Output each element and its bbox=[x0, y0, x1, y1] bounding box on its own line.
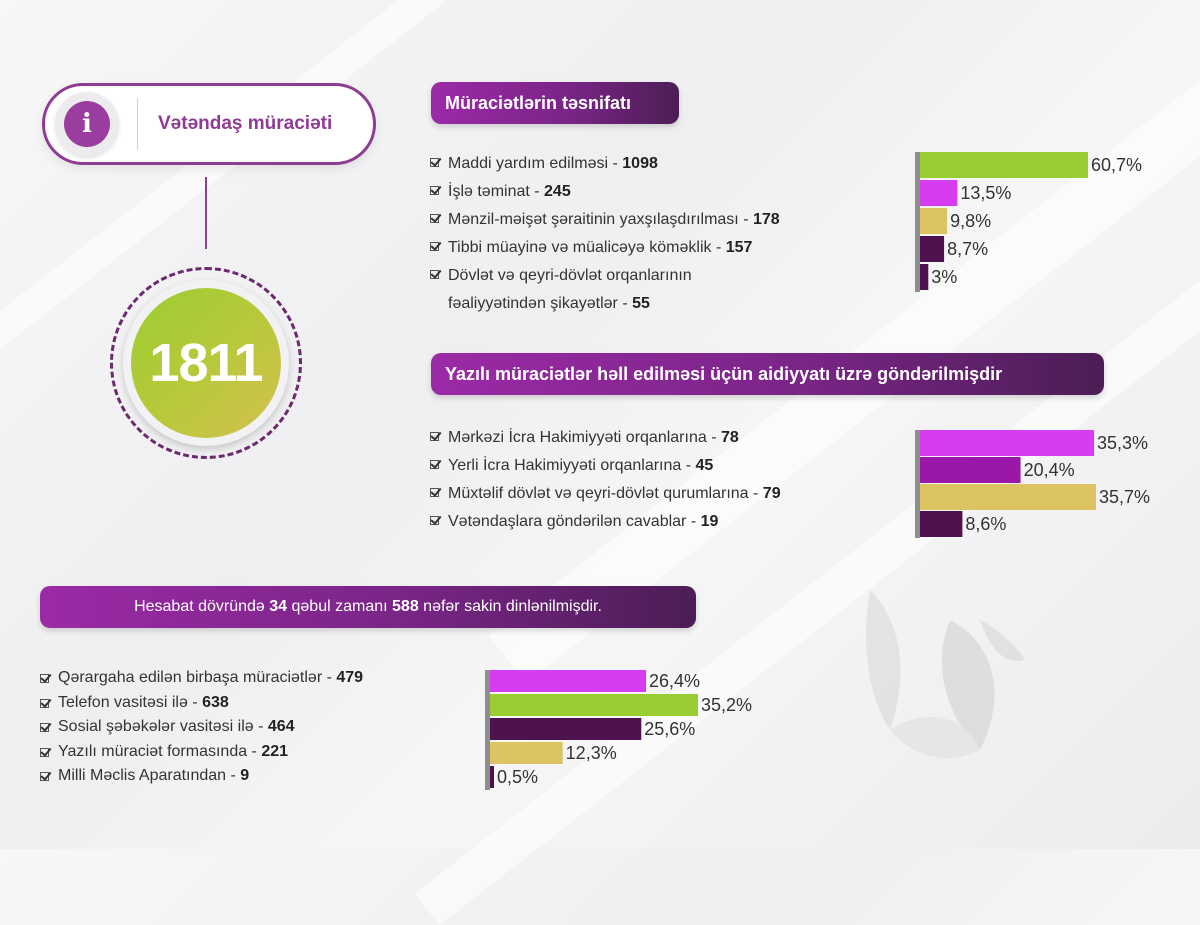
chart-data-label: 60,7% bbox=[1091, 155, 1142, 175]
chart-data-label: 8,7% bbox=[947, 239, 988, 259]
connector-line bbox=[205, 177, 207, 249]
chart-bar bbox=[920, 180, 958, 206]
checkbox-icon bbox=[430, 516, 439, 525]
chart-data-label: 13,5% bbox=[960, 183, 1011, 203]
chart-data-label: 25,6% bbox=[644, 719, 695, 739]
checkbox-icon bbox=[430, 242, 439, 251]
channels-bar-chart: 26,4%35,2% 25,6% 12,3% 0,5% bbox=[485, 670, 752, 790]
chart-bar bbox=[920, 430, 1095, 456]
list-item: Milli Məclis Aparatından - 9 bbox=[40, 764, 363, 789]
list-item: Tibbi müayinə və müalicəyə köməklik - 15… bbox=[430, 234, 780, 262]
chart-bar bbox=[490, 670, 646, 692]
chart-bar bbox=[490, 742, 563, 764]
checkbox-icon bbox=[430, 460, 439, 469]
chart-data-label: 9,8% bbox=[950, 211, 991, 231]
classification-list: Maddi yardım edilməsi - 1098 İşlə təmina… bbox=[430, 150, 780, 318]
checkbox-icon bbox=[40, 674, 49, 683]
chart-data-label: 12,3% bbox=[566, 743, 617, 763]
checkbox-icon bbox=[430, 214, 439, 223]
badge-divider bbox=[137, 98, 138, 150]
section-title-classification: Müraciətlərin təsnifatı bbox=[431, 82, 679, 124]
info-icon: i bbox=[64, 101, 110, 147]
chart-data-label: 0,5% bbox=[497, 767, 538, 787]
list-item: Vətəndaşlara göndərilən cavablar - 19 bbox=[430, 508, 781, 536]
list-item: Qərargaha edilən birbaşa müraciətlər - 4… bbox=[40, 666, 363, 691]
checkbox-icon bbox=[430, 488, 439, 497]
chart-data-label: 26,4% bbox=[649, 671, 700, 691]
chart-data-label: 20,4% bbox=[1024, 460, 1075, 480]
total-count: 1811 bbox=[131, 288, 281, 438]
checkbox-icon bbox=[40, 772, 49, 781]
chart-bar bbox=[490, 694, 698, 716]
checkbox-icon bbox=[430, 158, 439, 167]
checkbox-icon bbox=[40, 698, 49, 708]
list-item: Yerli İcra Hakimiyyəti orqanlarına - 45 bbox=[430, 452, 781, 480]
chart-data-label: 3% bbox=[931, 267, 957, 287]
header-badge: i Vətəndaş müraciəti bbox=[42, 83, 376, 165]
chart-bar bbox=[920, 152, 1088, 178]
list-item: Sosial şəbəkələr vasitəsi ilə - 464 bbox=[40, 715, 363, 740]
flower-emblem-icon bbox=[866, 590, 1025, 759]
chart-data-label: 35,7% bbox=[1099, 487, 1150, 507]
referrals-list: Mərkəzi İcra Hakimiyyəti orqanlarına - 7… bbox=[430, 424, 781, 536]
chart-bar bbox=[490, 766, 494, 788]
checkbox-icon bbox=[430, 270, 439, 279]
checkbox-icon bbox=[40, 723, 49, 732]
page-title: Vətəndaş müraciəti bbox=[158, 113, 333, 134]
chart-data-label: 8,6% bbox=[965, 514, 1006, 534]
chart-bar bbox=[920, 511, 963, 537]
chart-bar bbox=[920, 264, 929, 290]
chart-axis bbox=[485, 670, 490, 790]
list-item: İşlə təminat - 245 bbox=[430, 178, 780, 206]
checkbox-icon bbox=[430, 186, 439, 195]
list-item: Dövlət və qeyri-dövlət orqanlarının fəali… bbox=[430, 262, 780, 318]
chart-bar bbox=[920, 208, 948, 234]
reception-summary-banner: Hesabat dövründə 34 qəbul zamanı 588 nəf… bbox=[40, 586, 696, 628]
classification-bar-chart: 60,7% 13,5% 9,8% 8,7% 3% bbox=[915, 152, 1142, 292]
chart-bar bbox=[920, 484, 1096, 510]
checkbox-icon bbox=[430, 432, 439, 441]
dashed-ring bbox=[110, 267, 302, 459]
chart-bar bbox=[920, 457, 1021, 483]
chart-axis bbox=[915, 152, 920, 292]
checkbox-icon bbox=[40, 747, 49, 757]
section-title-referrals: Yazılı müraciətlər həll edilməsi üçün ai… bbox=[431, 353, 1104, 395]
list-item: Müxtəlif dövlət və qeyri-dövlət qurumlar… bbox=[430, 480, 781, 508]
referrals-bar-chart: 35,3% 20,4% 35,7% 8,6% bbox=[915, 430, 1150, 538]
list-item: Mərkəzi İcra Hakimiyyəti orqanlarına - 7… bbox=[430, 424, 781, 452]
chart-bar bbox=[490, 718, 642, 740]
chart-axis bbox=[915, 430, 920, 538]
channels-list: Qərargaha edilən birbaşa müraciətlər - 4… bbox=[40, 666, 363, 789]
list-item: Yazılı müraciət formasında - 221 bbox=[40, 740, 363, 765]
chart-data-label: 35,3% bbox=[1097, 433, 1148, 453]
chart-bar bbox=[920, 236, 945, 262]
info-icon-ring: i bbox=[55, 92, 119, 156]
chart-data-label: 35,2% bbox=[701, 695, 752, 715]
list-item: Mənzil-məişət şəraitinin yaxşılaşdırılma… bbox=[430, 206, 780, 234]
list-item: Telefon vasitəsi ilə - 638 bbox=[40, 691, 363, 716]
list-item: Maddi yardım edilməsi - 1098 bbox=[430, 150, 780, 178]
